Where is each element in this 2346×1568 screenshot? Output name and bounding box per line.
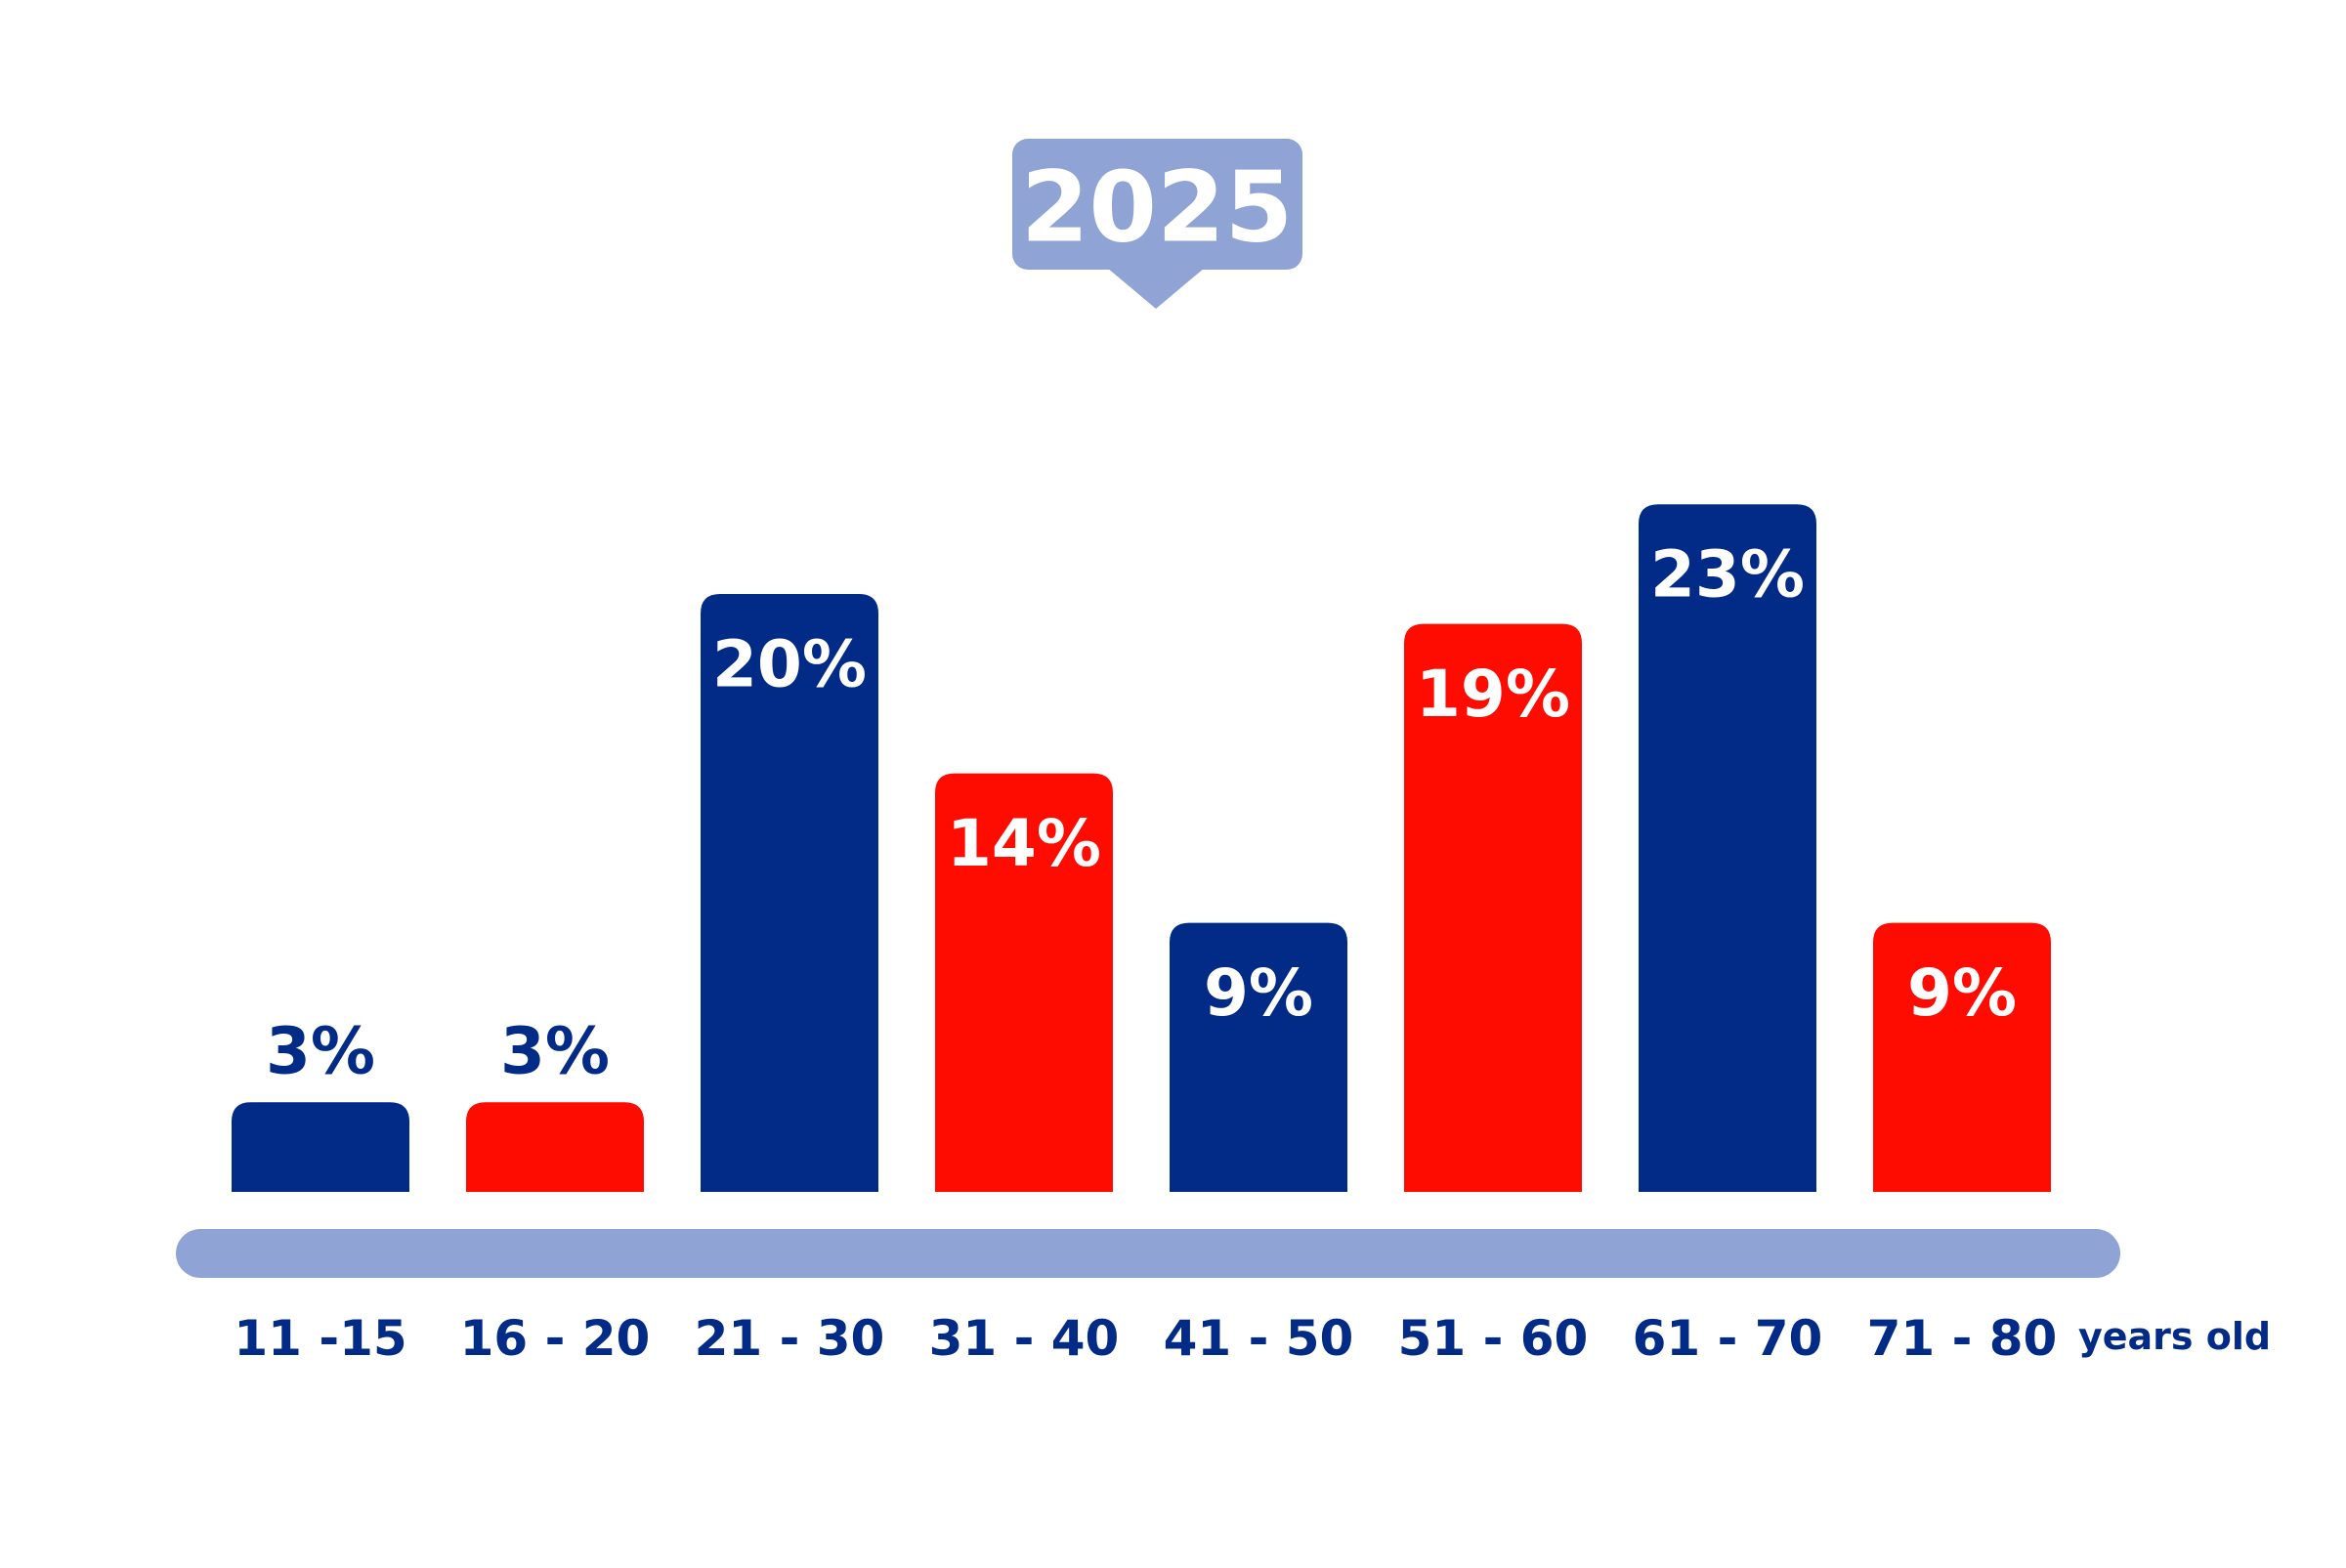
bar-value-label-7: 23% xyxy=(1650,537,1805,613)
year-badge-box xyxy=(1012,139,1302,270)
x-axis-bar xyxy=(176,1229,2120,1278)
bar-6 xyxy=(1404,623,1582,1192)
bar-3 xyxy=(701,594,878,1192)
bar-value-label-1: 3% xyxy=(266,1014,375,1089)
bar-value-label-2: 3% xyxy=(500,1014,610,1089)
x-tick-label-6: 51 - 60 xyxy=(1398,1310,1589,1367)
x-tick-label-4: 31 - 40 xyxy=(929,1310,1120,1367)
bar-4 xyxy=(935,773,1113,1192)
x-tick-label-8: 71 - 80 xyxy=(1867,1310,2058,1367)
bar-8 xyxy=(1873,922,2051,1192)
bar-value-label-6: 19% xyxy=(1416,657,1570,732)
bar-7 xyxy=(1639,504,1816,1192)
year-badge-pointer xyxy=(1107,268,1205,309)
x-tick-labels: 11 -15 16 - 20 21 - 30 31 - 40 41 - 50 51 - 6… xyxy=(234,1310,2057,1367)
bar-value-label-8: 9% xyxy=(1907,955,2017,1031)
bar-value-label-3: 20% xyxy=(712,627,867,702)
bar-1 xyxy=(232,1102,409,1192)
x-tick-label-5: 41 - 50 xyxy=(1164,1310,1354,1367)
bars: 3% 3% 20% 14% 9% 19% 23% 9% xyxy=(232,504,2051,1192)
bar-2 xyxy=(466,1102,644,1192)
bar-5 xyxy=(1170,922,1347,1192)
bar-value-label-5: 9% xyxy=(1204,955,1313,1031)
bar-value-label-4: 14% xyxy=(947,806,1101,881)
chart-title: 2025 xyxy=(1021,150,1293,265)
x-tick-label-2: 16 - 20 xyxy=(460,1310,651,1367)
x-tick-label-7: 61 - 70 xyxy=(1633,1310,1823,1367)
x-axis-label: years old xyxy=(2078,1315,2271,1358)
x-tick-label-1: 11 -15 xyxy=(234,1310,406,1367)
year-badge: 2025 xyxy=(1012,139,1302,309)
x-tick-label-3: 21 - 30 xyxy=(695,1310,885,1367)
